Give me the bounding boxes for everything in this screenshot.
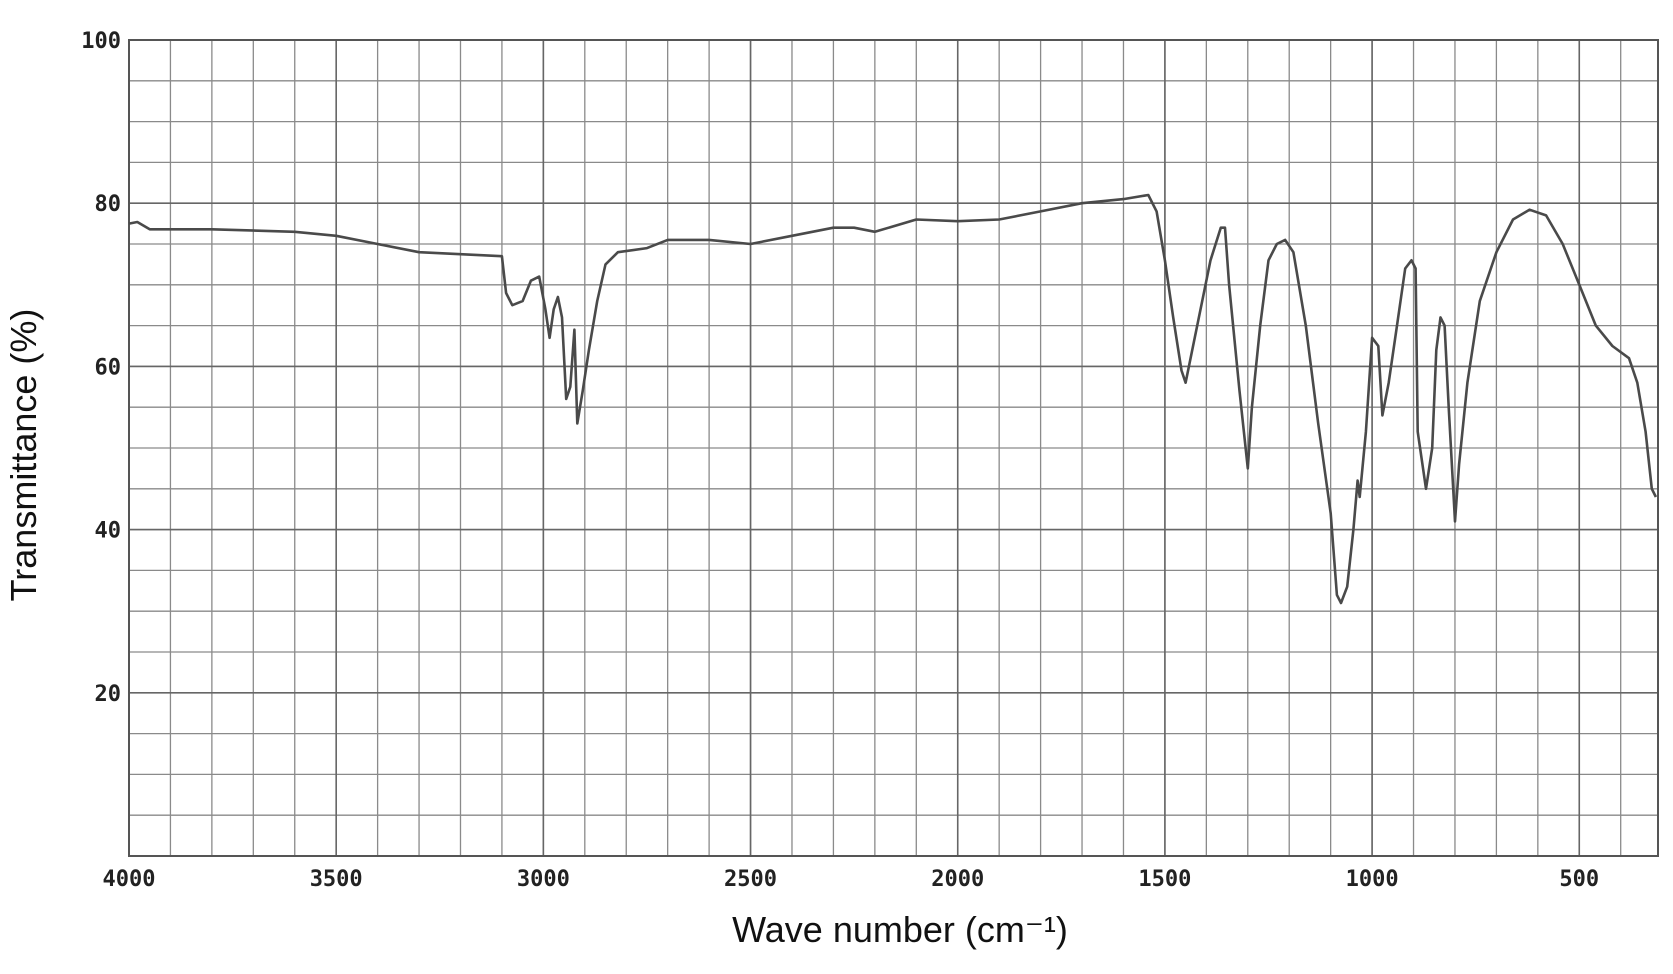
plot-frame xyxy=(128,39,1659,857)
x-tick-label: 500 xyxy=(1559,867,1599,892)
x-axis-label: Wave number (cm⁻¹) xyxy=(732,909,1068,950)
x-tick-label: 1500 xyxy=(1138,867,1191,892)
x-tick-label: 2500 xyxy=(724,867,777,892)
y-tick-label: 40 xyxy=(95,519,122,544)
grid xyxy=(128,39,1659,857)
y-tick-label: 100 xyxy=(81,29,121,54)
x-tick-label: 3000 xyxy=(517,867,570,892)
x-tick-label: 3500 xyxy=(310,867,363,892)
x-tick-label: 1000 xyxy=(1346,867,1399,892)
x-tick-label: 4000 xyxy=(103,867,156,892)
plot xyxy=(128,193,1658,605)
y-tick-label: 60 xyxy=(95,355,122,380)
x-tick-label: 2000 xyxy=(931,867,984,892)
y-tick-label: 80 xyxy=(95,192,122,217)
y-tick-label: 20 xyxy=(95,682,122,707)
spectrum-line xyxy=(128,193,1658,605)
y-axis-label: Transmittance (%) xyxy=(3,309,44,602)
